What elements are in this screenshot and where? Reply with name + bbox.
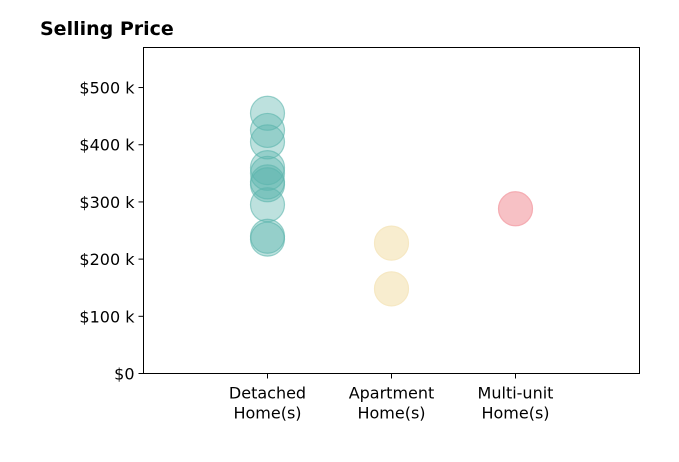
data-point bbox=[249, 187, 286, 223]
x-tick-label: Home(s) bbox=[357, 404, 425, 423]
data-point bbox=[497, 191, 534, 227]
x-tick-label: Detached bbox=[229, 384, 306, 403]
y-tick-label: $200 k bbox=[79, 250, 135, 269]
plot-frame bbox=[143, 47, 640, 374]
x-axis: DetachedHome(s)ApartmentHome(s)Multi-uni… bbox=[229, 373, 554, 423]
chart-title: Selling Price bbox=[40, 18, 174, 40]
y-tick-label: $100 k bbox=[79, 307, 135, 326]
data-point bbox=[373, 225, 410, 261]
y-tick-label: $300 k bbox=[79, 193, 135, 212]
data-points bbox=[249, 95, 534, 307]
x-tick-label: Apartment bbox=[349, 384, 435, 403]
y-tick-label: $400 k bbox=[79, 136, 135, 155]
data-point bbox=[373, 271, 410, 307]
data-point bbox=[249, 124, 286, 160]
y-tick-label: $500 k bbox=[79, 79, 135, 98]
x-tick-label: Multi-unit bbox=[478, 384, 554, 403]
data-point bbox=[249, 155, 286, 191]
data-point bbox=[249, 221, 286, 257]
data-point bbox=[249, 167, 286, 203]
y-tick-label: $0 bbox=[114, 365, 134, 384]
y-axis: $0 $100 k $200 k $300 k $400 k $500 k bbox=[79, 79, 144, 384]
data-point bbox=[249, 112, 286, 149]
x-tick-label: Home(s) bbox=[481, 404, 549, 423]
x-tick-label: Home(s) bbox=[233, 404, 301, 423]
